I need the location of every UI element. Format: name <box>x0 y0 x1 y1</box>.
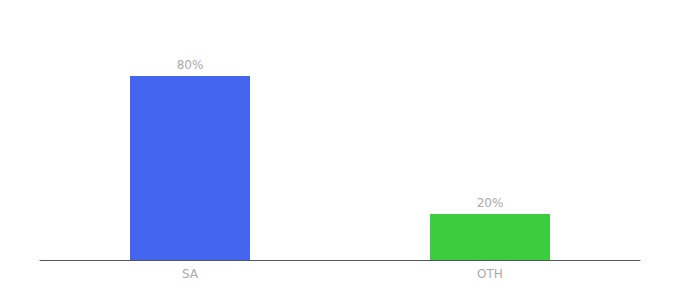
svg-text:20%: 20% <box>477 196 504 210</box>
svg-text:80%: 80% <box>177 58 204 72</box>
svg-text:OTH: OTH <box>477 267 503 281</box>
svg-text:SA: SA <box>182 267 199 281</box>
